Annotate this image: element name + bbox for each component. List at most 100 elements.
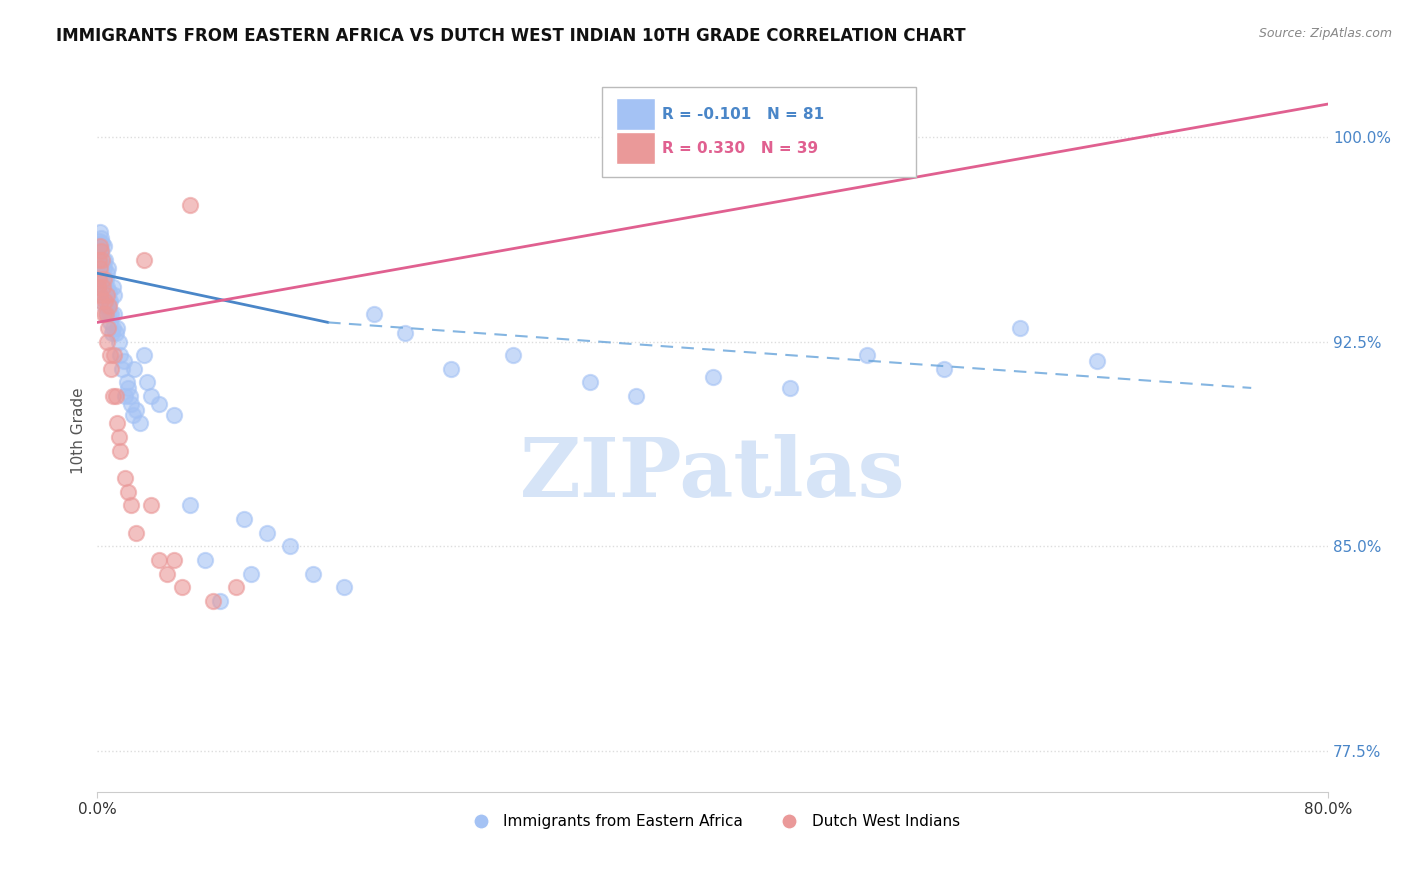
Point (89, 288, 111, 302)
Point (209, 594, 232, 608)
Point (108, 334, 131, 349)
Point (91, 271, 114, 285)
Point (101, 321, 124, 335)
Point (101, 280, 124, 294)
Point (240, 566, 263, 581)
Point (111, 361, 134, 376)
Text: R = 0.330   N = 39: R = 0.330 N = 39 (662, 141, 818, 155)
Point (89, 266, 111, 280)
Point (101, 326, 124, 341)
Point (105, 417, 128, 431)
Point (779, 381, 801, 395)
Point (155, 566, 177, 581)
Point (93, 307, 115, 321)
Point (97, 299, 120, 313)
Point (100, 361, 122, 376)
Point (100, 293, 122, 308)
Point (332, 580, 354, 594)
Point (170, 580, 193, 594)
Point (120, 397, 142, 411)
Point (121, 408, 143, 422)
Point (141, 498, 163, 512)
Point (91, 252, 114, 267)
Point (502, 348, 524, 362)
Point (91, 258, 114, 272)
Point (110, 348, 132, 362)
Point (91, 280, 114, 294)
Point (96, 280, 118, 294)
Point (89, 271, 111, 285)
Point (125, 402, 148, 417)
Point (94, 293, 117, 308)
Point (94, 299, 117, 313)
Point (1085, 353, 1108, 368)
Point (624, 389, 647, 403)
Point (125, 525, 148, 540)
Point (103, 288, 125, 302)
Point (135, 376, 157, 390)
Point (94, 307, 117, 321)
Point (105, 321, 128, 335)
Point (278, 539, 301, 553)
FancyBboxPatch shape (616, 98, 655, 130)
Point (301, 566, 323, 581)
Point (114, 389, 136, 403)
Point (96, 288, 118, 302)
Point (100, 307, 122, 321)
Text: IMMIGRANTS FROM EASTERN AFRICA VS DUTCH WEST INDIAN 10TH GRADE CORRELATION CHART: IMMIGRANTS FROM EASTERN AFRICA VS DUTCH … (56, 27, 966, 45)
Point (97, 293, 120, 308)
Point (94, 288, 117, 302)
Point (98, 348, 121, 362)
Point (98, 285, 121, 300)
Point (90, 244, 112, 259)
Point (201, 594, 224, 608)
Point (93, 260, 115, 275)
Point (702, 370, 724, 384)
Point (91, 236, 114, 251)
Point (89, 244, 111, 259)
Point (163, 408, 186, 422)
Point (91, 252, 114, 267)
Point (87, 280, 110, 294)
Point (89, 260, 111, 275)
Point (1010, 321, 1032, 335)
Point (101, 389, 124, 403)
FancyBboxPatch shape (602, 87, 915, 177)
Point (194, 553, 217, 567)
Point (103, 348, 125, 362)
Point (94, 252, 117, 267)
Point (93, 239, 115, 253)
Point (440, 361, 463, 376)
Point (93, 271, 115, 285)
Point (96, 307, 118, 321)
Point (104, 389, 127, 403)
Point (97, 307, 120, 321)
Point (89, 260, 111, 275)
Point (256, 525, 278, 540)
Point (363, 307, 385, 321)
Point (117, 484, 139, 499)
Point (87, 252, 110, 267)
Point (96, 271, 118, 285)
Point (112, 353, 135, 368)
Point (98, 315, 121, 329)
Point (90, 293, 112, 308)
Point (117, 381, 139, 395)
Point (87, 252, 110, 267)
Point (118, 389, 141, 403)
Point (394, 326, 416, 341)
Point (148, 397, 170, 411)
Point (225, 580, 247, 594)
Point (89, 239, 111, 253)
Point (97, 321, 120, 335)
Point (855, 348, 877, 362)
Text: Source: ZipAtlas.com: Source: ZipAtlas.com (1258, 27, 1392, 40)
Point (90, 244, 112, 259)
Text: R = -0.101   N = 81: R = -0.101 N = 81 (662, 107, 824, 121)
Legend: Immigrants from Eastern Africa, Dutch West Indians: Immigrants from Eastern Africa, Dutch We… (460, 808, 966, 835)
Point (124, 361, 146, 376)
Point (148, 553, 170, 567)
Point (93, 271, 115, 285)
Point (93, 280, 115, 294)
Point (87, 234, 110, 248)
